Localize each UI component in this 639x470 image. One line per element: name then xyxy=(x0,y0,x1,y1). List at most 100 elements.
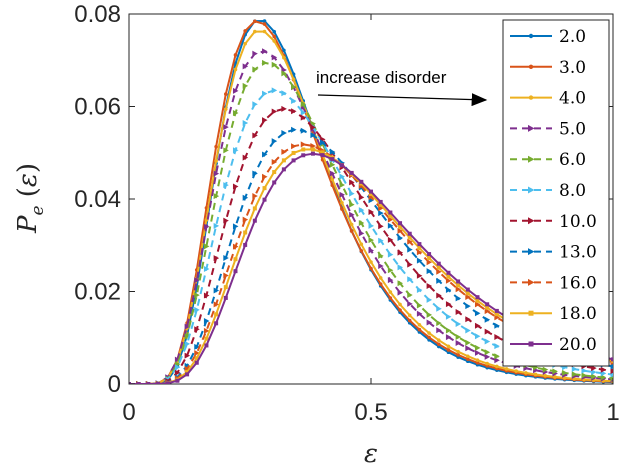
data-point xyxy=(591,373,597,380)
data-point xyxy=(436,261,441,266)
data-point xyxy=(359,242,364,246)
data-point xyxy=(368,209,374,216)
legend-marker xyxy=(528,248,535,256)
data-point xyxy=(175,378,180,383)
data-point xyxy=(417,242,422,247)
data-point xyxy=(495,364,499,369)
data-point xyxy=(349,222,354,227)
data-point xyxy=(494,333,500,340)
data-point xyxy=(349,211,355,218)
data-point xyxy=(581,372,587,379)
data-point xyxy=(474,301,481,308)
data-point xyxy=(262,22,267,26)
legend-marker xyxy=(528,217,535,225)
data-point xyxy=(291,98,297,105)
data-point xyxy=(562,369,568,376)
data-point xyxy=(329,161,336,168)
legend-label: 18.0 xyxy=(559,304,597,324)
data-point xyxy=(465,287,470,292)
data-point xyxy=(436,277,442,284)
data-point xyxy=(445,277,452,284)
data-point xyxy=(456,283,461,288)
data-point xyxy=(445,334,452,341)
data-point xyxy=(253,19,257,24)
data-point xyxy=(252,101,258,108)
series-line xyxy=(129,61,613,384)
data-point xyxy=(242,194,249,201)
annotation-text: increase disorder xyxy=(316,68,447,87)
data-point xyxy=(455,340,462,347)
data-point xyxy=(436,320,442,327)
data-point xyxy=(387,236,394,243)
data-point xyxy=(233,257,238,262)
data-point xyxy=(291,126,297,133)
data-point xyxy=(553,375,557,379)
data-point xyxy=(446,344,451,349)
data-point xyxy=(455,334,462,341)
data-point xyxy=(329,170,336,177)
data-point xyxy=(262,197,267,202)
data-point xyxy=(427,256,432,261)
data-point xyxy=(368,247,374,254)
legend-marker xyxy=(528,124,535,132)
data-point xyxy=(445,327,452,334)
data-point xyxy=(310,124,316,131)
data-point xyxy=(494,312,499,317)
data-point xyxy=(484,316,491,323)
data-point xyxy=(445,313,452,320)
data-point xyxy=(262,151,268,158)
data-point xyxy=(243,230,248,235)
data-point xyxy=(484,328,491,335)
data-point xyxy=(339,182,345,189)
data-point xyxy=(203,223,210,230)
data-point xyxy=(213,222,220,229)
legend-label: 13.0 xyxy=(559,243,597,263)
data-point xyxy=(223,147,229,154)
legend-label: 6.0 xyxy=(559,150,586,170)
data-point xyxy=(349,179,355,186)
data-point xyxy=(213,255,220,262)
data-point xyxy=(233,67,238,72)
legend-item: 13.0 xyxy=(510,243,597,263)
data-point xyxy=(330,157,335,162)
data-point xyxy=(281,70,287,77)
data-point xyxy=(407,231,412,236)
data-point xyxy=(262,186,267,191)
data-point xyxy=(359,249,364,253)
data-point xyxy=(524,371,528,375)
data-point xyxy=(494,353,500,360)
data-point xyxy=(281,158,286,163)
data-point xyxy=(310,147,315,152)
data-point xyxy=(474,322,481,329)
data-point xyxy=(407,276,413,283)
data-point xyxy=(416,302,423,309)
data-point xyxy=(368,222,374,229)
data-point xyxy=(387,216,394,223)
data-point xyxy=(262,48,268,55)
data-point xyxy=(427,331,431,335)
y-tick-label: 0 xyxy=(108,371,121,398)
data-point xyxy=(426,311,433,318)
data-point xyxy=(339,191,345,198)
data-point xyxy=(252,170,258,177)
data-point xyxy=(223,217,229,224)
data-point xyxy=(359,179,364,184)
data-point xyxy=(456,349,460,354)
data-point xyxy=(203,243,210,250)
data-point xyxy=(252,132,258,139)
data-point xyxy=(436,338,441,342)
data-point xyxy=(455,309,462,316)
data-point xyxy=(387,251,394,258)
data-point xyxy=(600,374,607,381)
data-point xyxy=(407,235,412,240)
data-point xyxy=(416,287,423,294)
legend-label: 3.0 xyxy=(559,58,586,78)
data-point xyxy=(591,369,597,376)
data-point xyxy=(242,154,249,161)
data-point xyxy=(465,294,471,301)
data-point xyxy=(445,301,452,308)
data-point xyxy=(194,277,200,284)
data-point xyxy=(475,298,480,303)
data-point xyxy=(300,141,307,148)
